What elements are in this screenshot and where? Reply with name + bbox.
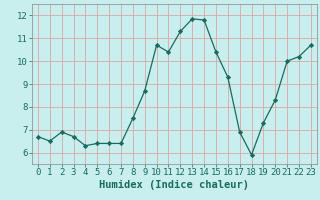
- X-axis label: Humidex (Indice chaleur): Humidex (Indice chaleur): [100, 180, 249, 190]
